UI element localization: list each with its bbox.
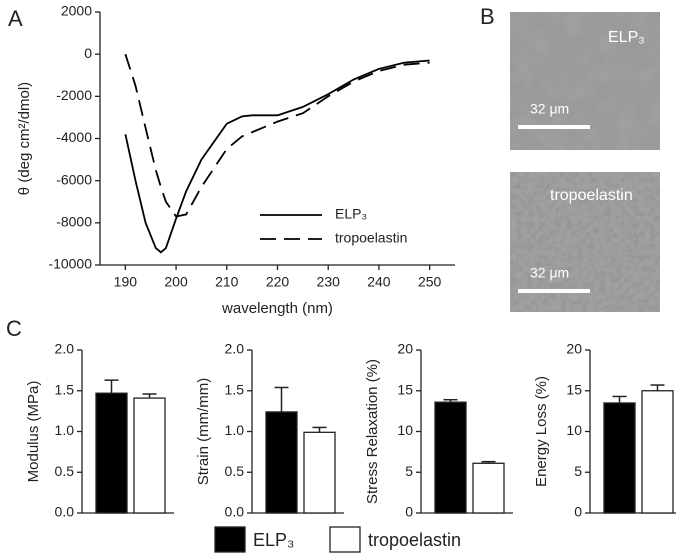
bar bbox=[434, 401, 467, 514]
x-tick-label: 240 bbox=[367, 274, 391, 290]
legend-label: ELP₃ bbox=[335, 206, 367, 222]
x-tick-label: 200 bbox=[164, 274, 188, 290]
y-tick-label: -10000 bbox=[48, 256, 92, 272]
y-tick-label: 0 bbox=[84, 45, 92, 61]
scale-bar-label: 32 μm bbox=[530, 101, 569, 117]
legend-swatch bbox=[329, 526, 361, 553]
y-tick-label: 0.0 bbox=[55, 504, 75, 520]
y-tick-label: 0.0 bbox=[225, 504, 245, 520]
y-axis-label: Stress Relaxation (%) bbox=[364, 359, 381, 504]
x-tick-label: 190 bbox=[114, 274, 138, 290]
y-tick-label: 5 bbox=[405, 463, 413, 479]
y-tick-label: 20 bbox=[397, 341, 413, 357]
y-tick-label: 0 bbox=[405, 504, 413, 520]
y-tick-label: 5 bbox=[574, 463, 582, 479]
y-tick-label: 1.0 bbox=[55, 422, 75, 438]
bar bbox=[303, 431, 336, 514]
y-tick-label: 10 bbox=[397, 422, 413, 438]
y-axis-label: Modulus (MPa) bbox=[25, 381, 42, 483]
line-series bbox=[124, 53, 430, 218]
y-tick-label: 2000 bbox=[61, 3, 92, 19]
bar bbox=[641, 390, 674, 514]
micrograph: tropoelastin 32 μm bbox=[510, 172, 660, 312]
panel-label: B bbox=[480, 4, 495, 29]
y-tick-label: 1.0 bbox=[225, 422, 245, 438]
y-tick-label: -4000 bbox=[56, 129, 92, 145]
y-axis-label: θ (deg cm²/dmol) bbox=[16, 82, 33, 195]
y-tick-label: -6000 bbox=[56, 171, 92, 187]
legend-label: tropoelastin bbox=[368, 530, 461, 550]
panel-label: A bbox=[8, 6, 23, 31]
y-axis-label: Energy Loss (%) bbox=[533, 376, 550, 487]
y-tick-label: 15 bbox=[566, 381, 582, 397]
y-axis-label: Strain (mm/mm) bbox=[195, 378, 212, 486]
y-tick-label: 0 bbox=[574, 504, 582, 520]
x-tick-label: 210 bbox=[215, 274, 239, 290]
bar bbox=[95, 392, 128, 514]
y-tick-label: 1.5 bbox=[225, 381, 245, 397]
legend-label: ELP₃ bbox=[253, 530, 294, 550]
bar bbox=[265, 411, 298, 514]
micrograph: ELP₃ 32 μm bbox=[510, 12, 660, 150]
y-tick-label: 15 bbox=[397, 381, 413, 397]
micrograph-label: ELP₃ bbox=[608, 29, 645, 46]
x-tick-label: 230 bbox=[317, 274, 341, 290]
y-tick-label: -2000 bbox=[56, 87, 92, 103]
y-tick-label: 0.5 bbox=[55, 463, 75, 479]
legend-swatch bbox=[214, 526, 246, 553]
x-tick-label: 220 bbox=[266, 274, 290, 290]
y-tick-label: 2.0 bbox=[225, 341, 245, 357]
scale-bar-label: 32 μm bbox=[530, 265, 569, 281]
y-tick-label: 10 bbox=[566, 422, 582, 438]
y-tick-label: -8000 bbox=[56, 214, 92, 230]
y-tick-label: 20 bbox=[566, 341, 582, 357]
x-tick-label: 250 bbox=[418, 274, 442, 290]
y-tick-label: 0.5 bbox=[225, 463, 245, 479]
y-tick-label: 1.5 bbox=[55, 381, 75, 397]
legend-label: tropoelastin bbox=[335, 230, 407, 246]
micrograph-label: tropoelastin bbox=[550, 187, 633, 204]
y-tick-label: 2.0 bbox=[55, 341, 75, 357]
bar bbox=[472, 462, 505, 514]
panel-label: C bbox=[6, 316, 22, 341]
line-series bbox=[124, 59, 430, 254]
bar bbox=[133, 397, 166, 514]
x-axis-label: wavelength (nm) bbox=[221, 300, 333, 317]
bar bbox=[603, 402, 636, 514]
